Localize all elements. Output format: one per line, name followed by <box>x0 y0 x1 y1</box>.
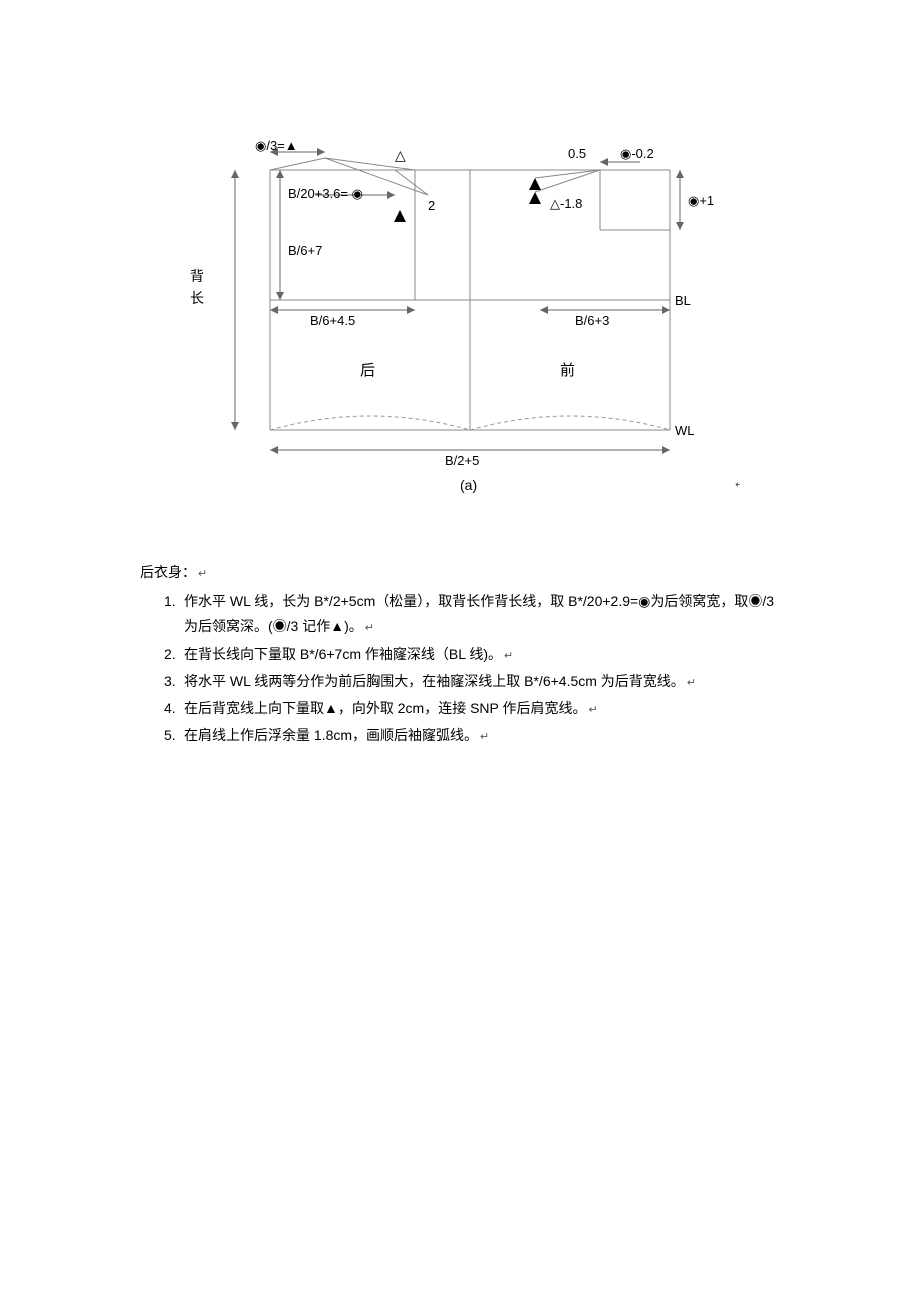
svg-text:↵: ↵ <box>735 479 740 491</box>
list-text: 在背长线向下量取 B*/6+7cm 作袖窿深线（BL 线)。 <box>184 646 502 662</box>
list-number: 3. <box>164 669 176 694</box>
list-item: 1. 作水平 WL 线，长为 B*/2+5cm（松量），取背长作背长线，取 B*… <box>164 589 780 639</box>
instruction-list: 1. 作水平 WL 线，长为 B*/2+5cm（松量），取背长作背长线，取 B*… <box>140 589 780 748</box>
list-item: 4. 在后背宽线上向下量取▲，向外取 2cm，连接 SNP 作后肩宽线。↵ <box>164 696 780 721</box>
label-back: 后 <box>360 362 375 379</box>
label-05: 0.5 <box>568 146 586 161</box>
label-b20: B/20+3.6= ◉ <box>288 186 363 201</box>
list-text: 作水平 WL 线，长为 B*/2+5cm（松量），取背长作背长线，取 B*/20… <box>184 593 774 634</box>
list-item: 3. 将水平 WL 线两等分作为前后胸围大，在袖窿深线上取 B*/6+4.5cm… <box>164 669 780 694</box>
label-triangle: △ <box>395 147 406 163</box>
label-circ-1: ◉+1 <box>688 193 714 208</box>
pattern-diagram: ◉/3=▲ △ 0.5 ◉-0.2 ◉+1 B/20+3.6= ◉ 2 △-1.… <box>180 140 740 510</box>
label-b67: B/6+7 <box>288 243 322 258</box>
list-number: 2. <box>164 642 176 667</box>
list-text: 在后背宽线上向下量取▲，向外取 2cm，连接 SNP 作后肩宽线。 <box>184 700 587 716</box>
label-top-left: ◉/3=▲ <box>255 140 298 153</box>
list-text: 将水平 WL 线两等分作为前后胸围大，在袖窿深线上取 B*/6+4.5cm 为后… <box>184 673 685 689</box>
label-delta: △-1.8 <box>550 196 582 211</box>
list-item: 5. 在肩线上作后浮余量 1.8cm，画顺后袖窿弧线。↵ <box>164 723 780 748</box>
list-number: 4. <box>164 696 176 721</box>
list-item: 2. 在背长线向下量取 B*/6+7cm 作袖窿深线（BL 线)。↵ <box>164 642 780 667</box>
pattern-svg: ◉/3=▲ △ 0.5 ◉-0.2 ◉+1 B/20+3.6= ◉ 2 △-1.… <box>180 140 740 510</box>
label-2: 2 <box>428 198 435 213</box>
instructions-section: 后衣身：↵ 1. 作水平 WL 线，长为 B*/2+5cm（松量），取背长作背长… <box>140 560 780 750</box>
label-wl: WL <box>675 423 695 438</box>
label-b63: B/6+3 <box>575 313 609 328</box>
label-circ-02: ◉-0.2 <box>620 146 654 161</box>
list-text: 在肩线上作后浮余量 1.8cm，画顺后袖窿弧线。 <box>184 727 478 743</box>
label-caption: (a) <box>460 477 477 493</box>
list-number: 5. <box>164 723 176 748</box>
label-bl: BL <box>675 293 691 308</box>
label-b25: B/2+5 <box>445 453 479 468</box>
label-b645: B/6+4.5 <box>310 313 355 328</box>
list-number: 1. <box>164 589 176 614</box>
section-header: 后衣身：↵ <box>140 560 780 585</box>
label-front: 前 <box>560 362 575 379</box>
label-back-length: 背长 <box>190 265 204 310</box>
